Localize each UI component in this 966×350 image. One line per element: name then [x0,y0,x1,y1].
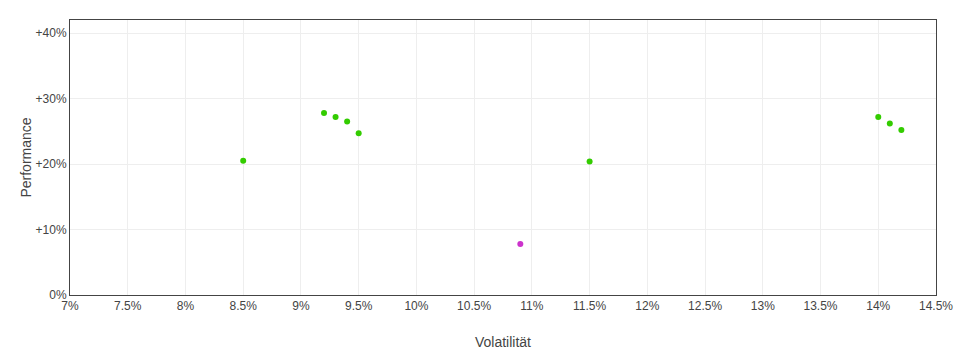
svg-text:+30%: +30% [36,92,67,106]
svg-text:9.5%: 9.5% [345,299,373,313]
svg-text:0%: 0% [49,288,67,302]
svg-text:10.5%: 10.5% [457,299,491,313]
svg-text:+20%: +20% [36,157,67,171]
svg-text:Volatilität: Volatilität [475,334,531,350]
svg-text:12%: 12% [635,299,659,313]
svg-text:11%: 11% [520,299,543,313]
svg-text:9%: 9% [292,299,310,313]
svg-text:11.5%: 11.5% [573,299,606,313]
svg-text:14.5%: 14.5% [919,299,953,313]
svg-text:Performance: Performance [18,117,34,197]
svg-text:7.5%: 7.5% [114,299,142,313]
svg-text:8.5%: 8.5% [230,299,258,313]
svg-text:7%: 7% [61,299,79,313]
svg-text:8%: 8% [177,299,195,313]
svg-text:13.5%: 13.5% [804,299,838,313]
svg-text:10%: 10% [404,299,428,313]
svg-text:12.5%: 12.5% [688,299,722,313]
svg-text:+10%: +10% [36,223,67,237]
svg-text:14%: 14% [866,299,890,313]
svg-text:13%: 13% [751,299,775,313]
svg-text:+40%: +40% [36,26,67,40]
